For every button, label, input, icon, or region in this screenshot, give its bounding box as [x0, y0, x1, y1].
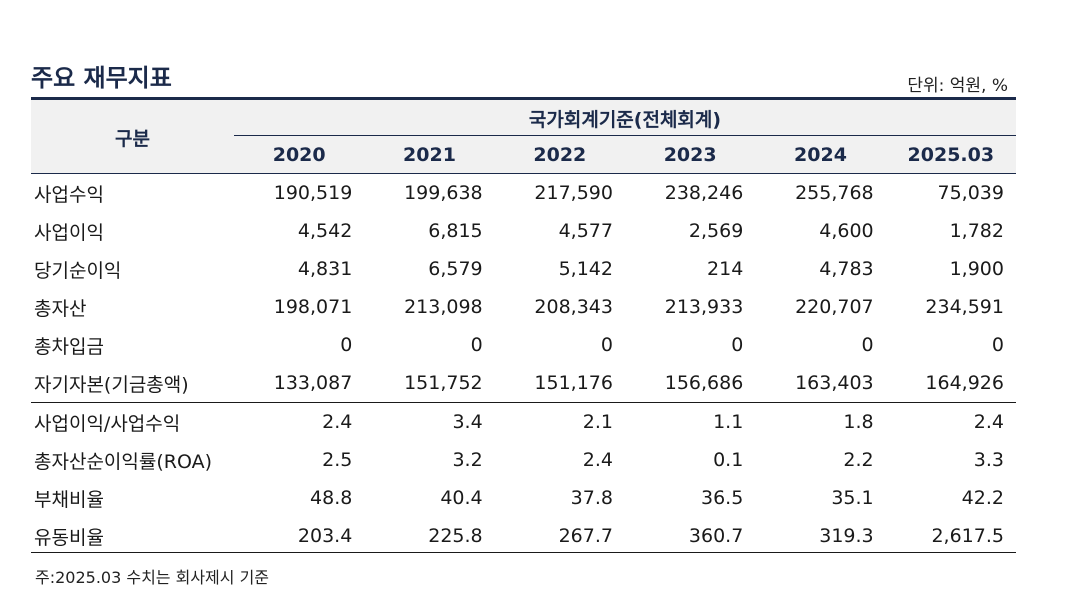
table-cell: 156,686 — [664, 372, 744, 394]
table-cell: 2.4 — [973, 411, 1004, 433]
table-cell: 190,519 — [273, 182, 353, 204]
table-cell: 2,569 — [688, 220, 744, 242]
table-cell: 220,707 — [795, 296, 874, 318]
table-cell: 214 — [707, 258, 744, 280]
row-label: 부채비율 — [34, 488, 104, 511]
table-cell: 164,926 — [925, 372, 1004, 394]
table-cell: 208,343 — [534, 296, 613, 318]
year-header: 2022 — [533, 144, 587, 166]
unit-note: 단위: 억원, % — [907, 76, 1008, 96]
table-cell: 37.8 — [570, 487, 613, 509]
table-cell: 0.1 — [713, 449, 744, 471]
table-cell: 163,403 — [795, 372, 874, 394]
table-row: 사업이익/사업수익 2.4 3.4 2.1 1.1 1.8 2.4 — [31, 402, 1016, 441]
table-row: 총차입금 0 0 0 0 0 0 — [31, 326, 1016, 364]
table-row: 사업이익 4,542 6,815 4,577 2,569 4,600 1,782 — [31, 212, 1016, 250]
table-cell: 0 — [991, 334, 1004, 356]
table-cell: 40.4 — [440, 487, 483, 509]
table-cell: 5,142 — [558, 258, 613, 280]
table-cell: 2.5 — [322, 449, 353, 471]
row-label: 총자산순이익률(ROA) — [34, 450, 213, 473]
table-row: 사업수익 190,519 199,638 217,590 238,246 255… — [31, 174, 1016, 212]
row-label: 사업수익 — [34, 183, 104, 206]
year-header: 2023 — [663, 144, 717, 166]
year-header: 2020 — [272, 144, 326, 166]
table-cell: 36.5 — [701, 487, 744, 509]
table-cell: 234,591 — [925, 296, 1004, 318]
header-divider — [234, 135, 1016, 136]
year-header-row: 2020 2021 2022 2023 2024 2025.03 — [234, 136, 1016, 174]
table-cell: 1,782 — [949, 220, 1004, 242]
table-cell: 3.3 — [973, 449, 1004, 471]
table-cell: 151,752 — [404, 372, 483, 394]
row-label: 자기자본(기금총액) — [34, 373, 189, 396]
table-row: 총자산순이익률(ROA) 2.5 3.2 2.4 0.1 2.2 3.3 — [31, 441, 1016, 479]
table-cell: 6,579 — [428, 258, 483, 280]
table-cell: 4,600 — [819, 220, 874, 242]
table-cell: 0 — [340, 334, 353, 356]
table-cell: 75,039 — [937, 182, 1004, 204]
corner-header: 구분 — [115, 127, 150, 150]
row-label: 당기순이익 — [34, 259, 122, 282]
table-cell: 1,900 — [949, 258, 1004, 280]
table-row: 당기순이익 4,831 6,579 5,142 214 4,783 1,900 — [31, 250, 1016, 288]
table-cell: 267.7 — [558, 525, 613, 547]
row-label: 총자산 — [34, 297, 87, 320]
table-cell: 4,831 — [297, 258, 353, 280]
table-row: 부채비율 48.8 40.4 37.8 36.5 35.1 42.2 — [31, 479, 1016, 517]
table-cell: 2.4 — [322, 411, 353, 433]
table-top-rule — [31, 97, 1016, 100]
table-cell: 3.2 — [452, 449, 483, 471]
table-row: 자기자본(기금총액) 133,087 151,752 151,176 156,6… — [31, 364, 1016, 402]
table-cell: 2.4 — [582, 449, 613, 471]
table-row: 총자산 198,071 213,098 208,343 213,933 220,… — [31, 288, 1016, 326]
year-header: 2021 — [403, 144, 456, 166]
table-body: 사업수익 190,519 199,638 217,590 238,246 255… — [31, 174, 1016, 555]
row-label: 사업이익/사업수익 — [34, 412, 181, 435]
footnote: 주:2025.03 수치는 회사제시 기준 — [35, 568, 270, 587]
table-cell: 1.8 — [843, 411, 874, 433]
table-cell: 198,071 — [273, 296, 353, 318]
row-label: 총차입금 — [34, 335, 104, 358]
table-cell: 203.4 — [297, 525, 353, 547]
year-header: 2024 — [794, 144, 847, 166]
table-cell: 2,617.5 — [931, 525, 1004, 547]
table-cell: 0 — [861, 334, 874, 356]
table-cell: 319.3 — [819, 525, 874, 547]
table-row: 유동비율 203.4 225.8 267.7 360.7 319.3 2,617… — [31, 517, 1016, 555]
group-header: 국가회계기준(전체회계) — [528, 108, 722, 131]
table-cell: 48.8 — [310, 487, 353, 509]
row-label: 사업이익 — [34, 221, 104, 244]
table-cell: 133,087 — [273, 372, 353, 394]
table-cell: 3.4 — [452, 411, 483, 433]
table-cell: 225.8 — [428, 525, 483, 547]
table-cell: 199,638 — [404, 182, 483, 204]
year-header: 2025.03 — [907, 144, 995, 166]
table-cell: 6,815 — [428, 220, 483, 242]
table-cell: 151,176 — [534, 372, 613, 394]
table-cell: 213,098 — [404, 296, 483, 318]
table-cell: 255,768 — [795, 182, 874, 204]
table-cell: 4,542 — [297, 220, 353, 242]
table-cell: 2.1 — [582, 411, 613, 433]
table-cell: 238,246 — [664, 182, 744, 204]
table-cell: 360.7 — [688, 525, 744, 547]
table-cell: 1.1 — [713, 411, 744, 433]
table-cell: 0 — [731, 334, 744, 356]
table-cell: 4,577 — [558, 220, 613, 242]
table-cell: 42.2 — [961, 487, 1004, 509]
table-cell: 217,590 — [534, 182, 613, 204]
row-label: 유동비율 — [34, 526, 104, 549]
table-cell: 0 — [600, 334, 613, 356]
table-cell: 0 — [470, 334, 483, 356]
page-title: 주요 재무지표 — [31, 64, 172, 92]
table-header-background — [31, 100, 1016, 174]
header-bottom-rule — [31, 173, 1016, 174]
table-cell: 4,783 — [819, 258, 874, 280]
table-cell: 2.2 — [843, 449, 874, 471]
table-cell: 213,933 — [664, 296, 744, 318]
table-bottom-rule — [31, 552, 1016, 553]
table-cell: 35.1 — [831, 487, 874, 509]
